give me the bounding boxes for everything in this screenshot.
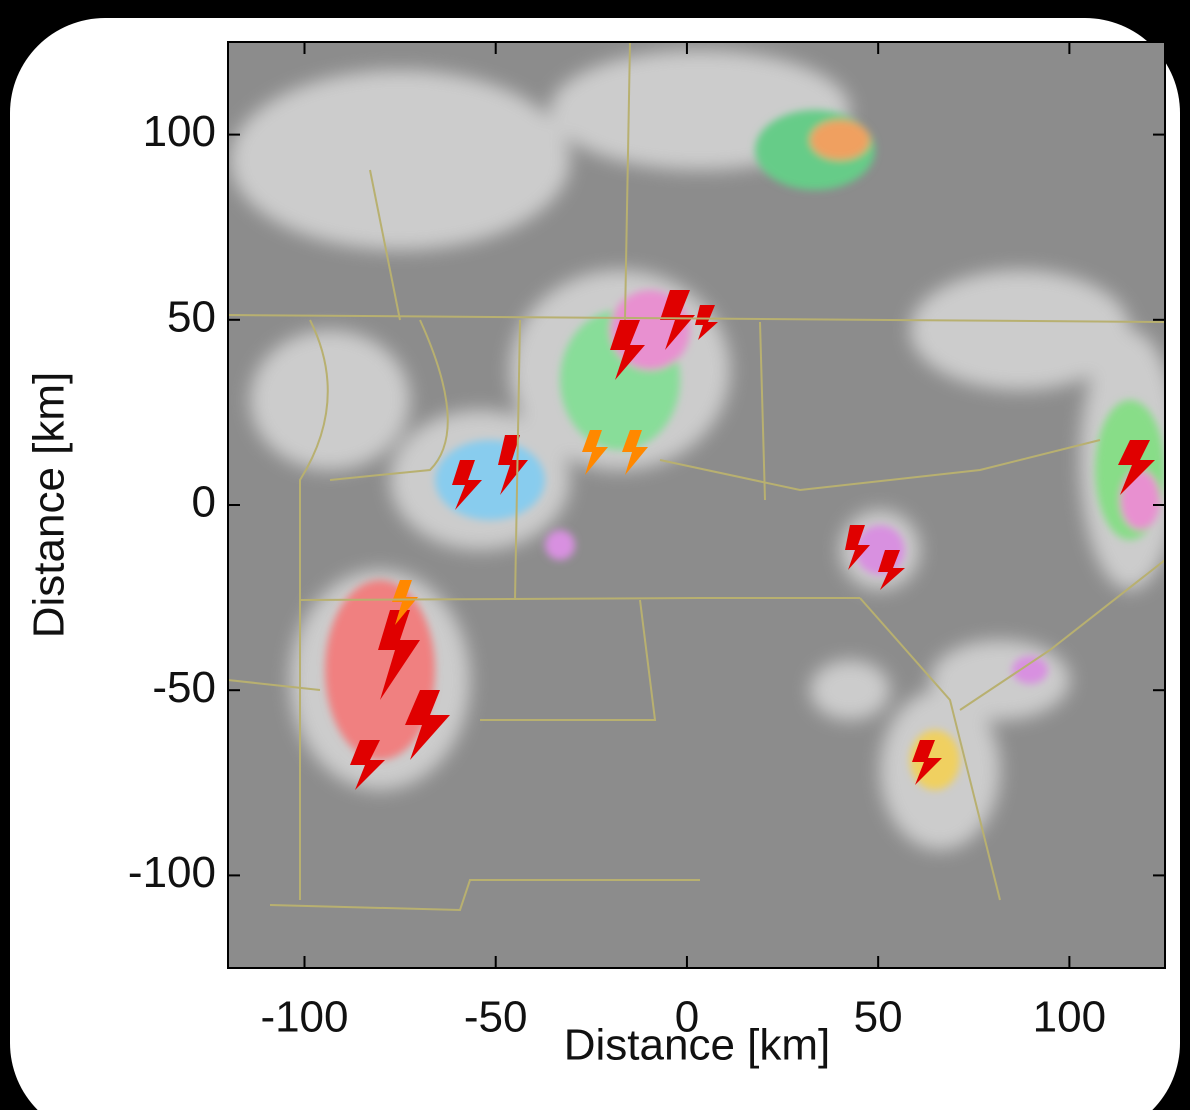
x-tick-label: 50 — [854, 993, 903, 1042]
x-tick-label: 100 — [1033, 993, 1106, 1042]
y-axis-label: Distance [km] — [25, 372, 74, 639]
y-tick-label: 0 — [192, 478, 216, 527]
chart: Distance [km] Distance [km] -100-5005010… — [0, 0, 1190, 1110]
y-tick-label: -50 — [152, 663, 216, 712]
x-tick-label: -100 — [260, 993, 348, 1042]
y-tick-label: 50 — [167, 292, 216, 341]
x-tick-label: -50 — [464, 993, 528, 1042]
x-tick-label: 0 — [675, 993, 699, 1042]
y-tick-label: -100 — [128, 848, 216, 897]
y-tick-label: 100 — [143, 107, 216, 156]
image-area — [228, 42, 1180, 968]
